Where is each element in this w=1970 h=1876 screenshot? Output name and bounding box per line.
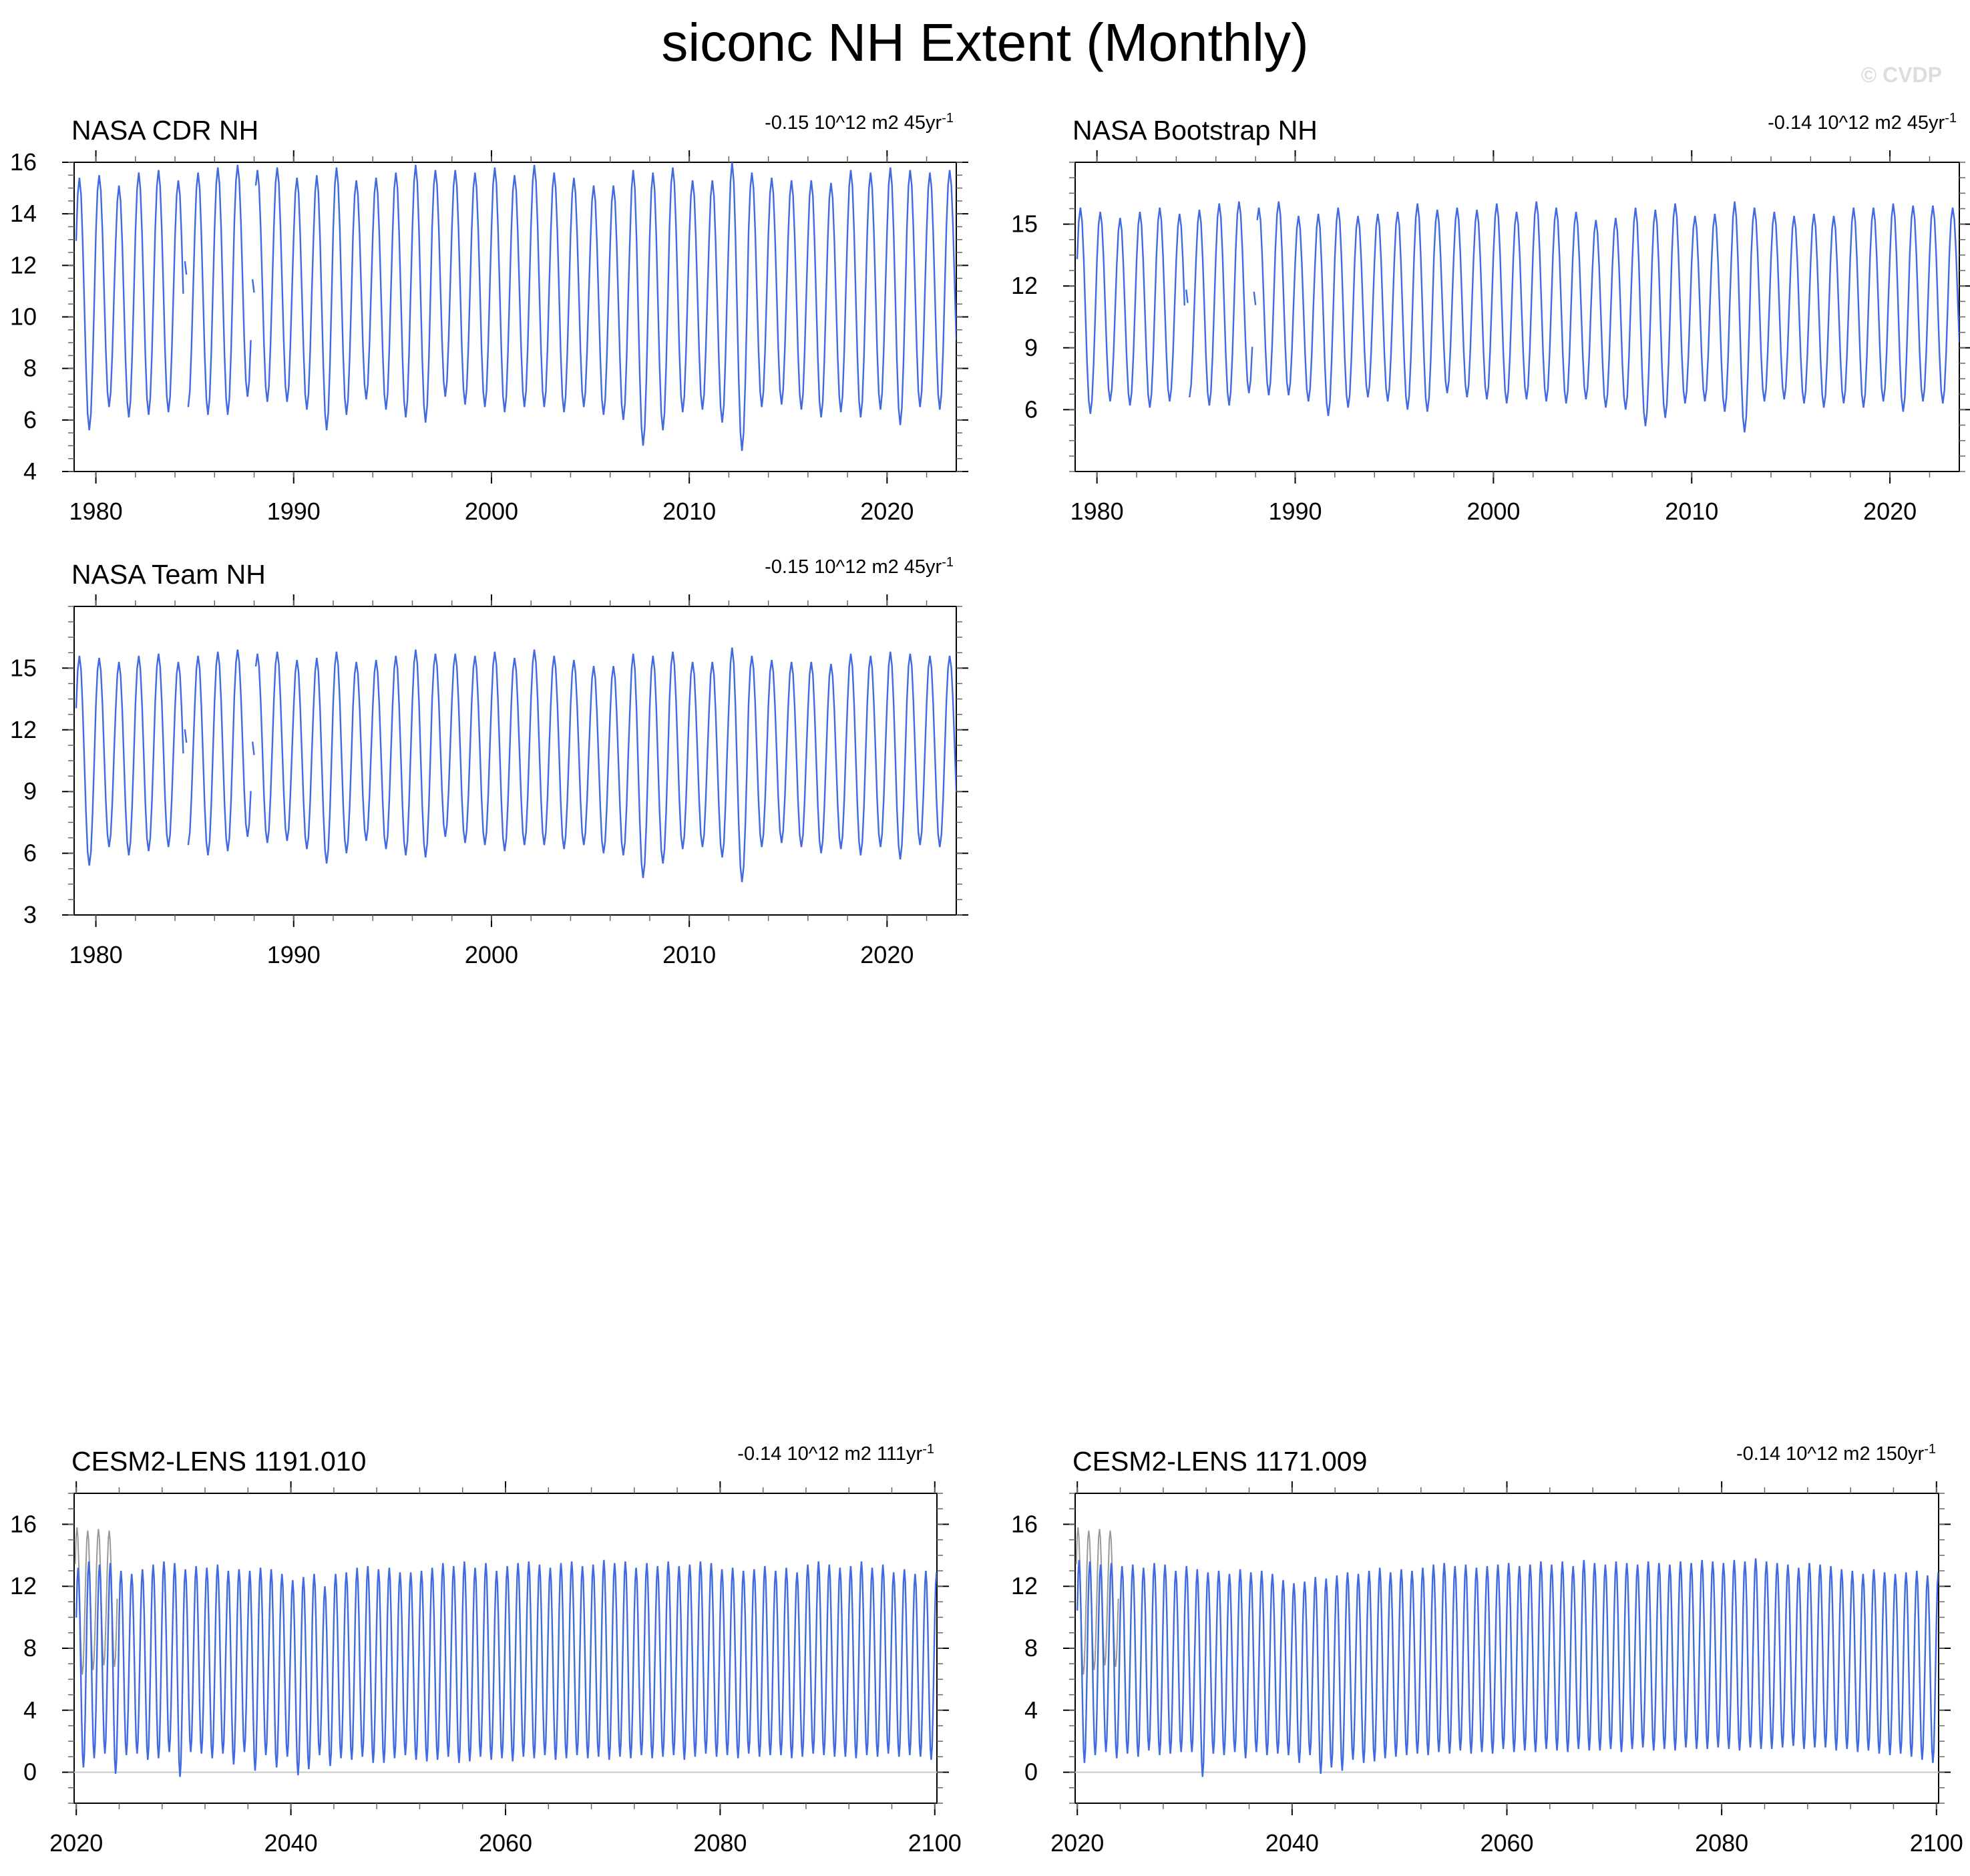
- page-title: siconc NH Extent (Monthly): [661, 13, 1309, 72]
- series-line: [75, 1559, 937, 1777]
- y-tick-label: 6: [23, 406, 37, 433]
- y-tick-label: 8: [23, 355, 37, 382]
- chart-panel-4: 0 4 8 12 16 2020 2040 2060 2080 2100 CESM2-LENS 11…: [10, 1442, 962, 1857]
- y-tick-label: 14: [10, 200, 37, 227]
- y-tick-label: 4: [1024, 1696, 1038, 1724]
- series-line: [1189, 201, 1253, 406]
- y-tick-label: 6: [23, 839, 37, 867]
- y-tick-label: 16: [10, 148, 37, 176]
- y-tick-label: 15: [10, 654, 37, 681]
- series-line: [187, 164, 252, 415]
- series-line: [1076, 1558, 1939, 1777]
- x-tick-label: 2040: [1265, 1829, 1319, 1857]
- x-tick-label: 2010: [1665, 498, 1718, 525]
- gap-fragment: [1185, 289, 1189, 303]
- chart-panel-1: 4 6 8 10 12 14 16 1980 1990 2000 2010 2020 NASA CDR …: [10, 111, 968, 525]
- plot-frame: [73, 606, 957, 916]
- series-line: [254, 647, 956, 882]
- y-tick-label: 12: [1011, 272, 1038, 299]
- x-tick-label: 1980: [1070, 498, 1124, 525]
- series-line: [254, 162, 956, 451]
- chart-panel-2: 6 9 12 15 1980 1990 2000 2010 2020 NASA Bootstrap…: [1011, 111, 1970, 525]
- x-tick-label: 2080: [1695, 1829, 1748, 1857]
- x-tick-label: 2000: [1466, 498, 1520, 525]
- trend-annotation: -0.15 10^12 m2 45yr-1: [765, 555, 954, 578]
- trend-annotation: -0.14 10^12 m2 111yr-1: [737, 1442, 934, 1465]
- y-tick-label: 12: [1011, 1572, 1038, 1600]
- series-line: [187, 649, 252, 856]
- gap-fragment: [251, 741, 255, 755]
- y-tick-label: 6: [1024, 395, 1038, 423]
- x-tick-label: 1990: [1268, 498, 1322, 525]
- x-tick-label: 2000: [465, 941, 518, 968]
- series-line: [75, 170, 184, 431]
- x-tick-label: 2020: [1050, 1829, 1104, 1857]
- y-tick-label: 8: [23, 1634, 37, 1662]
- trend-annotation: -0.14 10^12 m2 150yr-1: [1736, 1442, 1936, 1465]
- trend-annotation: -0.15 10^12 m2 45yr-1: [765, 111, 954, 134]
- series-line: [75, 653, 184, 866]
- x-tick-label: 2010: [662, 498, 716, 525]
- y-tick-label: 9: [23, 777, 37, 805]
- series-line: [1256, 201, 1959, 433]
- x-tick-label: 1980: [69, 941, 123, 968]
- panel-title: NASA Bootstrap NH: [1072, 115, 1318, 146]
- x-tick-label: 1990: [267, 941, 321, 968]
- x-tick-label: 2020: [1863, 498, 1917, 525]
- x-tick-label: 2100: [908, 1829, 962, 1857]
- y-tick-label: 12: [10, 251, 37, 278]
- y-tick-label: 10: [10, 303, 37, 331]
- y-tick-label: 8: [1024, 1634, 1038, 1662]
- y-tick-label: 4: [23, 457, 37, 485]
- y-tick-label: 0: [1024, 1758, 1038, 1786]
- x-tick-label: 2000: [465, 498, 518, 525]
- y-tick-label: 16: [1011, 1510, 1038, 1537]
- trend-annotation: -0.14 10^12 m2 45yr-1: [1768, 111, 1957, 134]
- obs-overlay-line: [1075, 1527, 1119, 1675]
- x-tick-label: 2040: [264, 1829, 318, 1857]
- panel-title: NASA CDR NH: [71, 115, 258, 146]
- panel-title: CESM2-LENS 1171.009: [1072, 1446, 1367, 1477]
- plot-frame: [73, 162, 957, 472]
- x-tick-label: 2010: [662, 941, 716, 968]
- gap-fragment: [251, 279, 255, 293]
- chart-panel-5: 0 4 8 12 16 2020 2040 2060 2080 2100 CESM2-LENS 11…: [1011, 1442, 1963, 1857]
- x-tick-label: 2020: [860, 498, 914, 525]
- y-tick-label: 16: [10, 1510, 37, 1537]
- y-tick-label: 12: [10, 716, 37, 743]
- y-tick-label: 0: [23, 1758, 37, 1786]
- y-tick-label: 4: [23, 1696, 37, 1724]
- x-tick-label: 2020: [860, 941, 914, 968]
- gap-fragment: [184, 729, 188, 743]
- y-tick-label: 12: [10, 1572, 37, 1600]
- gap-fragment: [1253, 291, 1257, 305]
- plot-frame: [1074, 162, 1960, 472]
- x-tick-label: 2100: [1910, 1829, 1963, 1857]
- panel-title: NASA Team NH: [71, 559, 266, 590]
- x-tick-label: 2080: [693, 1829, 747, 1857]
- x-tick-label: 1980: [69, 498, 123, 525]
- obs-overlay-line: [74, 1527, 118, 1675]
- y-tick-label: 15: [1011, 210, 1038, 238]
- gap-fragment: [184, 261, 188, 275]
- x-tick-label: 2020: [49, 1829, 103, 1857]
- chart-panel-3: 3 6 9 12 15 1980 1990 2000 2010 2020 NASA Team NH -…: [10, 555, 968, 968]
- x-tick-label: 2060: [479, 1829, 532, 1857]
- panel-title: CESM2-LENS 1191.010: [71, 1446, 366, 1477]
- series-line: [1076, 207, 1185, 414]
- y-tick-label: 3: [23, 901, 37, 928]
- y-tick-label: 9: [1024, 334, 1038, 361]
- x-tick-label: 1990: [267, 498, 321, 525]
- x-tick-label: 2060: [1480, 1829, 1533, 1857]
- watermark: © CVDP: [1860, 63, 1942, 87]
